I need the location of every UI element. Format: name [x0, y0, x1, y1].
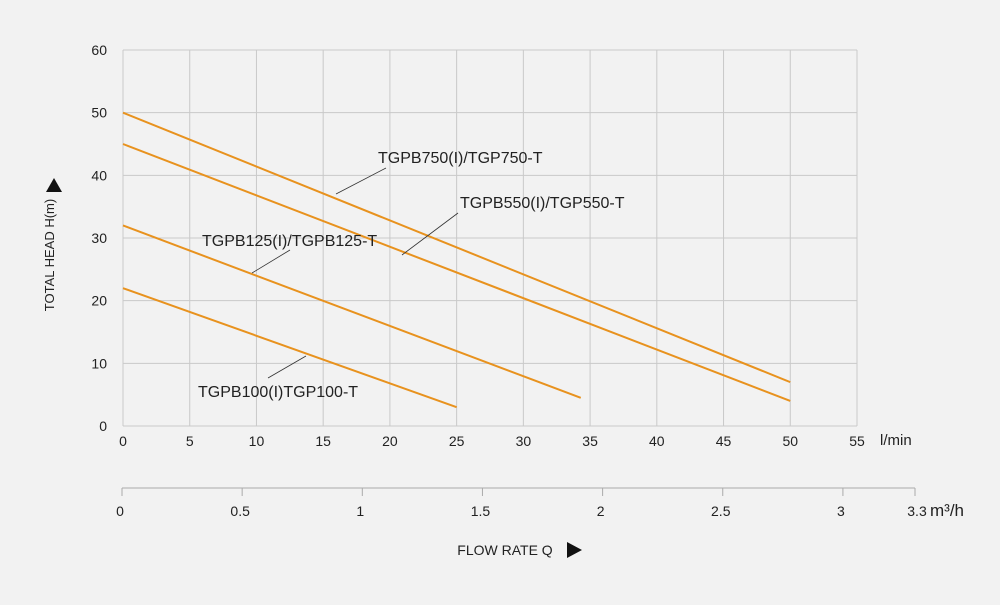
x-unit-label: l/min [880, 432, 912, 449]
x-tick-label: 0 [119, 433, 127, 449]
x-axis-title: FLOW RATE Q [457, 542, 553, 558]
series-label: TGPB125(I)/TGPB125-T [202, 233, 377, 250]
x-tick-label: 40 [649, 433, 665, 449]
secondary-x-tick-label: 1 [356, 503, 364, 519]
x-axis-arrow-icon [567, 542, 582, 558]
secondary-x-tick-label: 3 [837, 503, 845, 519]
y-tick-label: 0 [99, 418, 107, 434]
series-label-leader [267, 355, 307, 379]
secondary-x-tick-label: 3.3 [907, 503, 927, 519]
series-line [122, 224, 582, 399]
x-tick-label: 30 [516, 433, 532, 449]
x-tick-label: 10 [249, 433, 265, 449]
secondary-x-tick-label: 0.5 [230, 503, 250, 519]
secondary-x-tick-label: 2.5 [711, 503, 731, 519]
secondary-x-unit-label: m³/h [930, 501, 964, 520]
series-line [122, 143, 791, 402]
secondary-x-tick-label: 0 [116, 503, 124, 519]
y-tick-label: 50 [91, 105, 107, 121]
x-tick-label: 35 [582, 433, 598, 449]
x-tick-label: 20 [382, 433, 398, 449]
y-tick-label: 30 [91, 230, 107, 246]
x-tick-label: 55 [849, 433, 865, 449]
series-label-leader [401, 212, 459, 256]
x-tick-label: 50 [782, 433, 798, 449]
x-tick-label: 5 [186, 433, 194, 449]
series-line [122, 111, 791, 384]
secondary-x-tick-label: 2 [597, 503, 605, 519]
secondary-x-tick-label: 1.5 [471, 503, 491, 519]
x-tick-label: 15 [315, 433, 331, 449]
y-tick-label: 40 [91, 167, 107, 183]
series-label-leader [251, 249, 291, 274]
series-label: TGPB750(I)/TGP750-T [378, 150, 543, 167]
series-label: TGPB550(I)/TGP550-T [460, 195, 625, 212]
y-axis-arrow-icon [46, 178, 62, 192]
y-tick-label: 10 [91, 355, 107, 371]
series-line [122, 287, 457, 409]
x-tick-label: 25 [449, 433, 465, 449]
series-label-leader [335, 167, 387, 195]
y-axis-title: TOTAL HEAD H(m) [42, 199, 57, 311]
series-label: TGPB100(I)TGP100-T [198, 384, 358, 401]
y-tick-label: 20 [91, 293, 107, 309]
x-tick-label: 45 [716, 433, 732, 449]
y-tick-label: 60 [91, 42, 107, 58]
